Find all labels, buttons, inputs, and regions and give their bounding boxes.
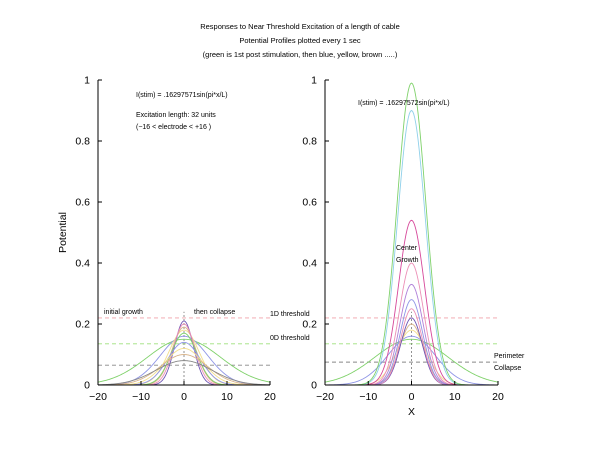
y-tick-label: 0.6 (302, 197, 317, 209)
y-tick-label: 0 (311, 380, 317, 392)
right-panel: 0 0.2 0.4 0.6 0.8 1 −20 −10 0 10 20 X I(stim) = .162… (270, 75, 525, 419)
left-panel: 0 0.2 0.4 0.6 0.8 1 −20 −10 0 10 20 Potential I(stim… (57, 75, 276, 404)
x-tick-label: 10 (221, 391, 233, 403)
y-tick-label: 1 (311, 75, 317, 87)
threshold-0d-label: 0D threshold (270, 335, 310, 342)
series-line (324, 338, 499, 383)
y-tick-label: 0.2 (302, 319, 317, 331)
x-tick-label: −20 (89, 391, 107, 403)
threshold-1d-label: 1D threshold (270, 311, 310, 318)
series-line (97, 354, 271, 386)
figure-title-line-3: (green is 1st post stimulation, then blu… (202, 50, 398, 59)
y-tick-label: 0.8 (302, 136, 317, 148)
center-growth-label: Center (396, 245, 418, 252)
center-growth-label: Growth (396, 257, 419, 264)
x-tick-label: 20 (492, 391, 504, 403)
stimulus-formula: I(stim) = .16297571sin(pi*x/L) (136, 92, 228, 99)
excitation-length: Excitation length: 32 units (136, 112, 216, 119)
x-tick-label: −20 (316, 391, 334, 403)
figure-title-line-2: Potential Profiles plotted every 1 sec (239, 36, 361, 45)
x-tick-label: 0 (409, 391, 415, 403)
y-axis-label: Potential (57, 212, 69, 253)
y-tick-label: 0.6 (75, 197, 90, 209)
y-tick-label: 0.4 (302, 258, 317, 270)
x-tick-label: 10 (449, 391, 461, 403)
then-collapse-label: then collapse (194, 309, 235, 316)
initial-growth-label: initial growth (104, 309, 143, 316)
x-tick-label: −10 (359, 391, 377, 403)
y-tick-label: 0.4 (75, 258, 90, 270)
stimulus-formula: I(stim) = .16297572sin(pi*x/L) (358, 100, 450, 107)
x-axis-label: X (408, 406, 415, 418)
electrode-range: (−16 < electrode < +16 ) (136, 124, 211, 131)
perimeter-collapse-label: Perimeter (494, 353, 525, 360)
y-tick-label: 0.2 (75, 319, 90, 331)
x-tick-label: 0 (181, 391, 187, 403)
series-line (97, 360, 271, 386)
perimeter-collapse-label: Collapse (494, 365, 521, 372)
x-tick-label: 20 (264, 391, 276, 403)
y-tick-label: 1 (84, 75, 90, 87)
figure-title-line-1: Responses to Near Threshold Excitation o… (200, 22, 400, 31)
y-tick-label: 0 (84, 380, 90, 392)
series-line (97, 338, 271, 383)
y-tick-label: 0.8 (75, 136, 90, 148)
series-line (324, 335, 499, 386)
x-tick-label: −10 (132, 391, 150, 403)
